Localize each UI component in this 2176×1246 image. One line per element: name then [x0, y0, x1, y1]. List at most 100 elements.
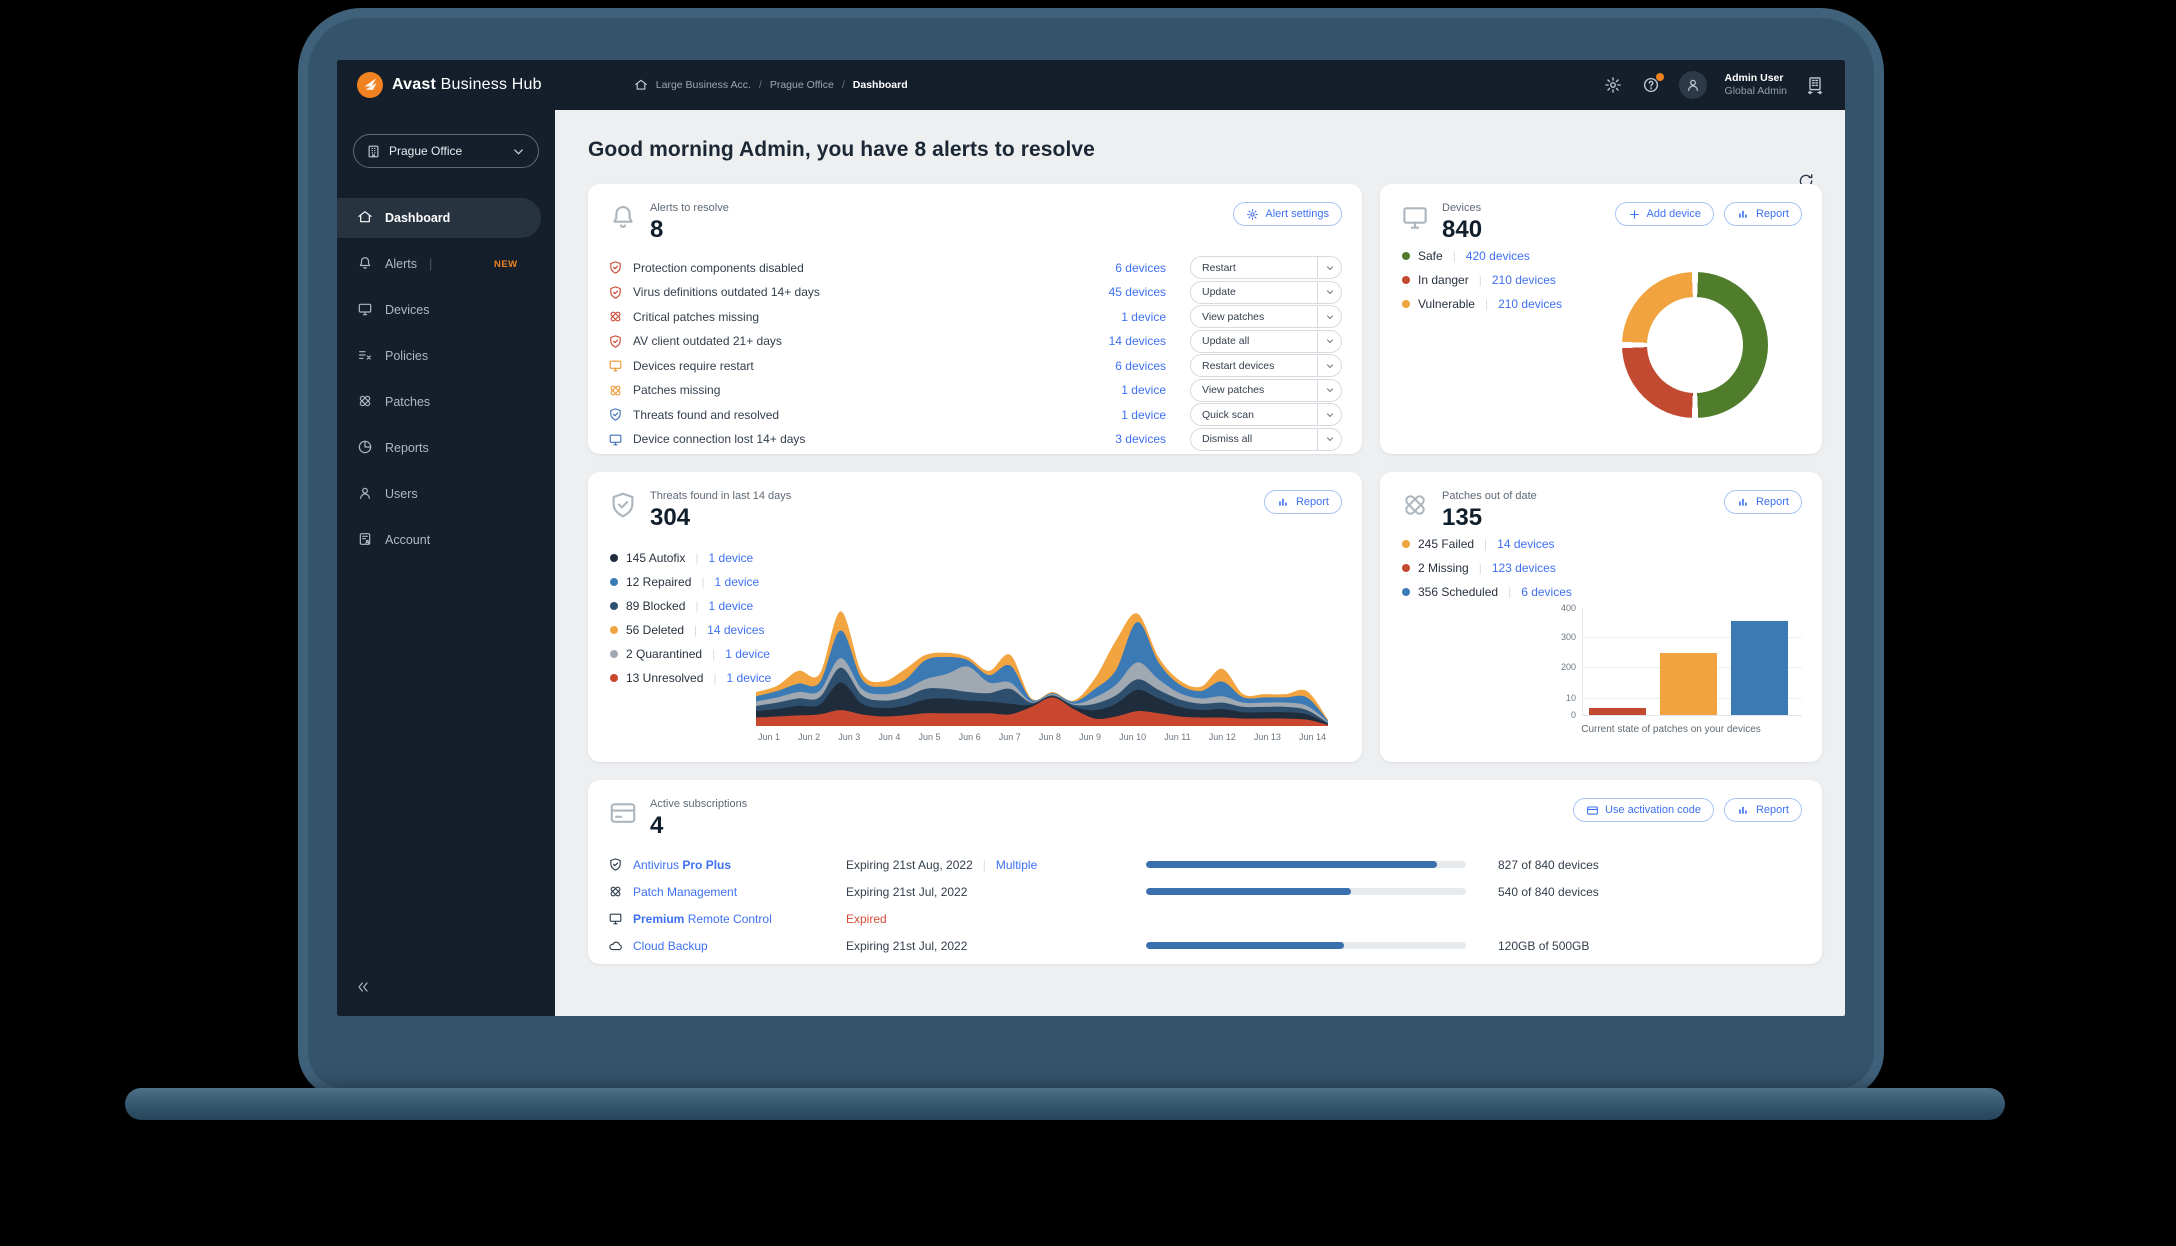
divider: |	[1478, 561, 1482, 575]
legend-devices-link[interactable]: 1 device	[726, 671, 772, 685]
sidebar-collapse-icon[interactable]	[355, 979, 371, 1000]
subscription-name-link[interactable]: Antivirus Pro Plus	[608, 857, 846, 872]
alert-row: Critical patches missing 1 device View pat…	[608, 304, 1342, 329]
bar-chart-caption: Current state of patches on your devices	[1581, 724, 1761, 735]
sidebar-item-alerts[interactable]: Alerts | NEW	[337, 244, 541, 284]
shield-icon	[608, 285, 623, 300]
sidebar-item-label: Account	[385, 533, 431, 547]
threats-report-button[interactable]: Report	[1263, 490, 1342, 514]
card-icon	[1587, 805, 1598, 815]
subscription-name-link[interactable]: Cloud Backup	[608, 938, 846, 953]
alert-devices-link[interactable]: 14 devices	[1108, 334, 1166, 349]
legend-devices-link[interactable]: 420 devices	[1465, 249, 1530, 263]
alert-settings-button[interactable]: Alert settings	[1233, 202, 1342, 226]
dropdown-value: Dismiss all	[1202, 433, 1253, 446]
use-activation-code-button[interactable]: Use activation code	[1572, 798, 1714, 822]
shield-icon	[608, 407, 623, 422]
subscription-usage-text: 120GB of 500GB	[1498, 938, 1590, 953]
alert-action-dropdown[interactable]: Restart	[1190, 256, 1342, 280]
alert-row: Devices require restart 6 devices Restart …	[608, 353, 1342, 378]
legend-item: 12 Repaired | 1 device	[610, 570, 771, 594]
account-icon	[357, 531, 373, 550]
y-tick-label: 300	[1560, 631, 1576, 642]
avatar[interactable]	[1678, 71, 1707, 99]
alert-devices-link[interactable]: 6 devices	[1115, 358, 1166, 373]
legend-devices-link[interactable]: 1 device	[714, 575, 760, 589]
sidebar-item-reports[interactable]: Reports	[337, 428, 541, 468]
legend-label: Vulnerable	[1418, 297, 1475, 311]
divider: |	[1484, 537, 1488, 551]
sidebar-item-dashboard[interactable]: Dashboard	[337, 198, 541, 238]
sidebar-item-label: Devices	[385, 303, 430, 317]
subscription-name-link[interactable]: Patch Management	[608, 884, 846, 899]
brand-name: Avast Business Hub	[392, 76, 542, 94]
legend-devices-link[interactable]: 6 devices	[1521, 585, 1572, 599]
user-info[interactable]: Admin User Global Admin	[1725, 72, 1787, 98]
multiple-link[interactable]: Multiple	[995, 857, 1038, 872]
alert-devices-link[interactable]: 1 device	[1121, 407, 1166, 422]
company-name: Prague Office	[389, 144, 463, 158]
subscription-name-link[interactable]: Premium Remote Control	[608, 911, 846, 926]
alert-action-dropdown[interactable]: Dismiss all	[1190, 427, 1342, 451]
legend-devices-link[interactable]: 1 device	[725, 647, 770, 661]
legend-devices-link[interactable]: 1 device	[708, 599, 754, 613]
alert-action-dropdown[interactable]: View patches	[1190, 378, 1342, 402]
legend-item: Vulnerable | 210 devices	[1402, 292, 1562, 316]
subscription-usage-bar	[1146, 888, 1498, 896]
legend-devices-link[interactable]: 14 devices	[707, 623, 765, 637]
breadcrumb-separator: /	[758, 79, 762, 91]
add-device-button[interactable]: Add device	[1614, 202, 1714, 226]
alert-devices-link[interactable]: 6 devices	[1115, 260, 1166, 275]
monitor-icon	[608, 358, 623, 373]
subscriptions-report-button[interactable]: Report	[1723, 798, 1802, 822]
alert-action-dropdown[interactable]: View patches	[1190, 305, 1342, 329]
legend-devices-link[interactable]: 123 devices	[1491, 561, 1556, 575]
sidebar-item-devices[interactable]: Devices	[337, 290, 541, 330]
subscription-name: Patch Management	[633, 884, 738, 899]
legend-devices-link[interactable]: 210 devices	[1498, 297, 1563, 311]
alert-action-dropdown[interactable]: Restart devices	[1190, 354, 1342, 378]
breadcrumb-item[interactable]: Dashboard	[852, 79, 908, 91]
sidebar-item-account[interactable]: Account	[337, 520, 541, 560]
app-window: Avast Business Hub Large Business Acc. / P…	[337, 60, 1845, 1016]
divider: |	[713, 671, 717, 685]
dropdown-value: Update all	[1202, 335, 1250, 348]
legend-devices-link[interactable]: 14 devices	[1497, 537, 1555, 551]
home-icon	[357, 209, 373, 228]
divider: |	[695, 599, 699, 613]
sidebar-item-policies[interactable]: Policies	[337, 336, 541, 376]
alert-devices-link[interactable]: 45 devices	[1108, 285, 1166, 300]
legend-devices-link[interactable]: 210 devices	[1491, 273, 1556, 287]
alert-action-dropdown[interactable]: Update all	[1190, 329, 1342, 353]
company-switcher-icon[interactable]	[1805, 75, 1825, 95]
devices-report-button[interactable]: Report	[1723, 202, 1802, 226]
bar-chart-icon	[1739, 498, 1747, 506]
breadcrumb-item[interactable]: Prague Office	[769, 79, 834, 91]
company-selector[interactable]: Prague Office	[353, 134, 539, 168]
alert-devices-link[interactable]: 1 device	[1121, 309, 1166, 324]
help-icon[interactable]	[1641, 73, 1664, 95]
breadcrumb-item[interactable]: Large Business Acc.	[655, 79, 751, 91]
alert-action-dropdown[interactable]: Quick scan	[1190, 403, 1342, 427]
divider: |	[428, 257, 433, 271]
x-tick-label: Jun 12	[1208, 732, 1236, 742]
alert-devices-link[interactable]: 1 device	[1121, 383, 1166, 398]
alert-label: Virus definitions outdated 14+ days	[633, 285, 820, 300]
y-tick-label: 400	[1560, 603, 1576, 613]
chevron-down-icon	[1317, 428, 1341, 450]
settings-gear-icon[interactable]	[1603, 75, 1623, 95]
alert-action-dropdown[interactable]: Update	[1190, 280, 1342, 304]
threats-legend: 145 Autofix | 1 device 12 Repaired | 1 device…	[610, 546, 771, 690]
patches-legend: 245 Failed | 14 devices 2 Missing | 123 devic…	[1402, 532, 1572, 604]
patches-report-button[interactable]: Report	[1723, 490, 1802, 514]
alert-settings-label: Alert settings	[1265, 208, 1329, 220]
sidebar-item-patches[interactable]: Patches	[337, 382, 541, 422]
legend-devices-link[interactable]: 1 device	[708, 551, 754, 565]
x-tick-label: Jun 9	[1079, 732, 1102, 742]
sidebar-item-users[interactable]: Users	[337, 474, 541, 514]
x-tick-label: Jun 7	[998, 732, 1021, 742]
alert-label: Threats found and resolved	[633, 407, 780, 422]
building-icon	[368, 145, 379, 157]
alert-devices-link[interactable]: 3 devices	[1115, 432, 1166, 447]
subscription-card-icon	[608, 798, 638, 828]
